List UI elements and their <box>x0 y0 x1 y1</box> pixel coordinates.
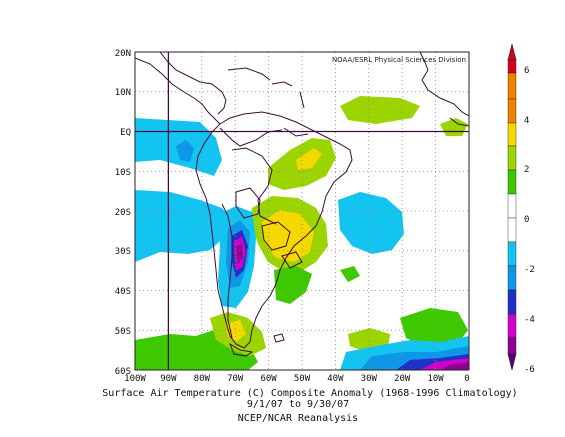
anomaly-warm-brazil-north-core <box>296 148 322 170</box>
credit-text: NOAA/ESRL Physical Sciences Division <box>332 56 466 64</box>
lat-label: 30S <box>115 247 131 257</box>
coastline-hispaniola <box>271 81 293 87</box>
longitude-labels: 100W 90W 80W 70W 60W 50W 40W 30W 20W 10W… <box>124 374 470 384</box>
lon-label: 0 <box>464 374 469 384</box>
anomaly-cool-patch-pacific-blue <box>176 140 194 162</box>
anomaly-warm-patagonia-core <box>226 320 246 342</box>
caption-date-range: 9/1/07 to 9/30/07 <box>246 399 350 410</box>
anomaly-warm-north-atlantic <box>340 96 420 124</box>
lat-label: 60S <box>115 367 131 377</box>
colorbar-segment <box>507 98 517 124</box>
colorbar-label: 4 <box>524 116 529 126</box>
reference-lines <box>135 52 469 370</box>
colorbar-label: 2 <box>524 165 529 175</box>
lon-label: 100W <box>124 374 146 384</box>
colorbar-segment <box>507 289 517 315</box>
border-guianas <box>283 127 309 137</box>
colorbar-label: -4 <box>524 315 535 325</box>
anomaly-warm-atlantic-small <box>340 266 360 282</box>
lon-label: 60W <box>260 374 277 384</box>
anomaly-warm-argentina <box>274 266 312 304</box>
colorbar-segment <box>507 193 517 219</box>
colorbar-label: 6 <box>524 66 529 76</box>
coastline-tierra-del-fuego <box>228 342 254 357</box>
lat-label: 40S <box>115 287 131 297</box>
colorbar-segment <box>507 122 517 147</box>
anomaly-cool-band-south-pacific <box>135 190 232 262</box>
colorbar-segment <box>507 217 517 243</box>
border-brazil-west <box>231 147 277 225</box>
caption-title: Surface Air Temperature (C) Composite An… <box>102 388 518 399</box>
colorbar-bottom-arrow <box>507 353 517 371</box>
colorbar-segment <box>507 265 517 291</box>
lon-label: 50W <box>294 374 311 384</box>
colorbar: 6 4 2 0 -2 -4 -6 <box>507 43 535 375</box>
anomaly-cool-atlantic <box>338 192 404 254</box>
anomaly-cold-southeast-core <box>440 362 469 370</box>
coastline-west-africa <box>419 52 469 117</box>
coastline-africa-gulf <box>449 117 469 127</box>
colorbar-segment <box>507 59 517 74</box>
border-chile-argentina <box>221 203 233 339</box>
anomaly-warm-south-atlantic <box>400 308 468 348</box>
colorbar-segment <box>507 241 517 267</box>
border-uruguay <box>281 251 303 269</box>
colorbar-segment <box>507 72 517 100</box>
map-frame <box>134 51 470 371</box>
colorbar-segment <box>507 337 517 355</box>
colorbar-label: -6 <box>524 365 535 375</box>
lon-label: 30W <box>361 374 378 384</box>
lon-label: 10W <box>427 374 444 384</box>
lon-label: 70W <box>227 374 244 384</box>
coastline-south-america <box>195 111 353 349</box>
lat-label: EQ <box>120 128 131 138</box>
lat-label: 10N <box>115 88 131 98</box>
colorbar-segment <box>507 169 517 195</box>
lon-label: 20W <box>394 374 411 384</box>
lat-label: 50S <box>115 327 131 337</box>
anomaly-warm-south-pacific <box>135 330 258 370</box>
caption-dataset: NCEP/NCAR Reanalysis <box>237 413 359 424</box>
lon-label: 80W <box>194 374 211 384</box>
colorbar-label: 0 <box>524 215 529 225</box>
latitude-labels: 20N 10N EQ 10S 20S 30S 40S 50S 60S <box>115 49 131 377</box>
border-paraguay <box>261 221 291 251</box>
colorbar-segment <box>507 313 517 339</box>
anomaly-cold-chile-core <box>236 244 243 264</box>
coastline-lesser-antilles <box>299 91 305 109</box>
lat-label: 10S <box>115 168 131 178</box>
colorbar-top-arrow <box>507 43 517 61</box>
coastline-falklands <box>273 333 285 343</box>
coastline-mexico-gulf <box>159 52 227 115</box>
lon-label: 40W <box>327 374 344 384</box>
lon-label: 90W <box>160 374 177 384</box>
border-bolivia <box>235 187 261 219</box>
colorbar-segment <box>507 145 517 171</box>
coastline-central-america <box>135 57 221 125</box>
coastline-cuba <box>227 67 271 81</box>
colorbar-label: -2 <box>524 265 535 275</box>
lat-label: 20S <box>115 208 131 218</box>
lat-label: 20N <box>115 49 131 59</box>
